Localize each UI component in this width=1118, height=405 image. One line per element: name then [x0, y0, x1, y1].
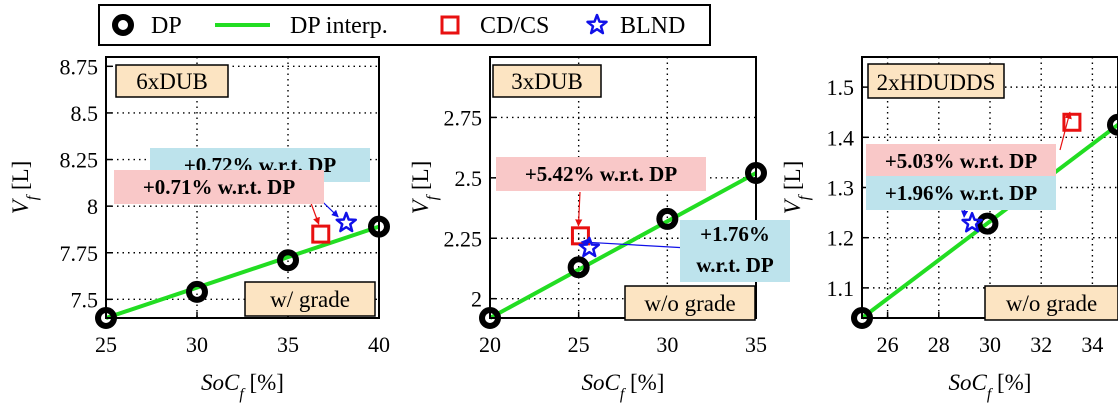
- y-tick-label: 1.3: [827, 176, 855, 201]
- legend-dp-marker: [112, 14, 134, 36]
- dp-point: [656, 207, 679, 230]
- x-axis-label: SoCf [%]: [582, 370, 665, 403]
- dp-point: [1107, 113, 1118, 136]
- y-tick-label: 7.75: [60, 241, 99, 266]
- y-tick-label: 1.1: [827, 276, 855, 301]
- x-tick-label: 25: [95, 332, 117, 357]
- axes-frame: [489, 56, 757, 319]
- cdcs-point: [1062, 112, 1082, 132]
- condition-label-box: [624, 285, 756, 321]
- annotation-box: [496, 157, 706, 191]
- dataset-label-box: [492, 64, 602, 98]
- dataset-label-box: [115, 64, 229, 98]
- annotation-arrow: [1059, 111, 1072, 151]
- x-tick-label: 40: [368, 332, 390, 357]
- x-tick-label: 30: [186, 332, 208, 357]
- chart-panel-3: 26 28 30 32 34 1.1 1.2 1.3 1.4 1.5 2xHDUDDS w/o gra…: [780, 56, 1118, 403]
- legend-label-cdcs: CD/CS: [480, 13, 549, 39]
- legend-label-interp: DP interp.: [290, 13, 388, 39]
- dp-point: [567, 256, 590, 279]
- x-tick-label: 20: [479, 332, 501, 357]
- x-tick-label: 30: [656, 332, 678, 357]
- dataset-label: 2xHDUDDS: [877, 70, 996, 95]
- annotation-text: +5.42% w.r.t. DP: [525, 162, 678, 186]
- annotation-text-line2: w.r.t. DP: [696, 253, 774, 277]
- y-tick-label: 2.75: [444, 105, 483, 130]
- y-tick-label: 1.4: [827, 125, 855, 150]
- condition-label: w/o grade: [1006, 291, 1097, 316]
- annotation-arrow: [575, 191, 583, 227]
- dataset-label-box: [867, 63, 1005, 99]
- y-tick-label: 7.5: [71, 287, 99, 312]
- y-tick-label: 8.75: [60, 54, 99, 79]
- annotation-box: [866, 144, 1056, 178]
- annotation-text: +0.71% w.r.t. DP: [143, 175, 296, 199]
- y-tick-label: 1.5: [827, 75, 855, 100]
- series-dp-interp-line: [860, 123, 1118, 320]
- x-tick-label: 34: [1081, 332, 1103, 357]
- y-tick-label: 2.25: [444, 226, 483, 251]
- condition-label: w/ grade: [270, 287, 350, 312]
- x-tick-label: 32: [1030, 332, 1052, 357]
- x-tick-label: 30: [979, 332, 1001, 357]
- y-tick-label: 2: [471, 287, 482, 312]
- y-tick-label: 8.5: [71, 101, 99, 126]
- legend-label-dp: DP: [151, 13, 182, 39]
- dataset-label: 3xDUB: [511, 69, 583, 94]
- legend: DP DP interp. CD/CS BLND: [98, 4, 711, 46]
- x-tick-label: 35: [745, 332, 767, 357]
- annotation-box: [866, 176, 1056, 210]
- chart-panel-1: 25 30 35 40 7.5 7.75 8 8.25 8.5 8.75 6xDUB w/ grade…: [8, 54, 390, 403]
- dp-point: [976, 212, 999, 235]
- x-tick-label: 35: [277, 332, 299, 357]
- annotation-box: [114, 170, 324, 204]
- series-dp-interp-line: [105, 224, 380, 320]
- legend-label-blnd: BLND: [620, 13, 685, 39]
- y-tick-label: 2.5: [455, 166, 483, 191]
- y-axis-label: Vf [L]: [780, 161, 813, 215]
- legend-blnd-marker: [586, 13, 608, 35]
- cdcs-point: [311, 224, 331, 244]
- annotation-text: +5.03% w.r.t. DP: [885, 149, 1038, 173]
- y-tick-label: 8: [87, 194, 98, 219]
- annotation-text: +1.96% w.r.t. DP: [885, 181, 1038, 205]
- dp-point: [277, 249, 299, 272]
- dp-point: [186, 280, 208, 303]
- legend-box: [98, 4, 711, 46]
- y-tick-label: 1.2: [827, 226, 855, 251]
- charts: 25 30 35 40 7.5 7.75 8 8.25 8.5 8.75 6xDUB w/ grade…: [8, 54, 1118, 403]
- condition-label: w/o grade: [644, 291, 735, 316]
- annotation-text: +1.76%: [700, 222, 770, 246]
- x-tick-label: 25: [568, 332, 590, 357]
- dataset-label: 6xDUB: [136, 69, 208, 94]
- chart-panel-2: 20 25 30 35 2 2.25 2.5 2.75 3xDUB w/o grade +5.42%…: [408, 56, 790, 403]
- y-axis-label: Vf [L]: [8, 161, 41, 215]
- blnd-point: [961, 211, 983, 233]
- x-tick-label: 28: [928, 332, 950, 357]
- annotation-box: [680, 220, 790, 282]
- legend-cdcs-marker: [440, 15, 460, 35]
- axes-frame: [105, 56, 380, 319]
- annotation-arrow: [580, 238, 689, 249]
- blnd-point: [335, 211, 357, 233]
- x-axis-label: SoCf [%]: [201, 370, 284, 403]
- x-tick-label: 26: [877, 332, 899, 357]
- condition-label-box: [244, 281, 376, 317]
- y-tick-label: 8.25: [60, 148, 99, 173]
- x-axis-label: SoCf [%]: [949, 370, 1032, 403]
- y-axis-label: Vf [L]: [408, 161, 441, 215]
- condition-label-box: [984, 285, 1118, 321]
- series-dp-interp-line: [489, 171, 757, 320]
